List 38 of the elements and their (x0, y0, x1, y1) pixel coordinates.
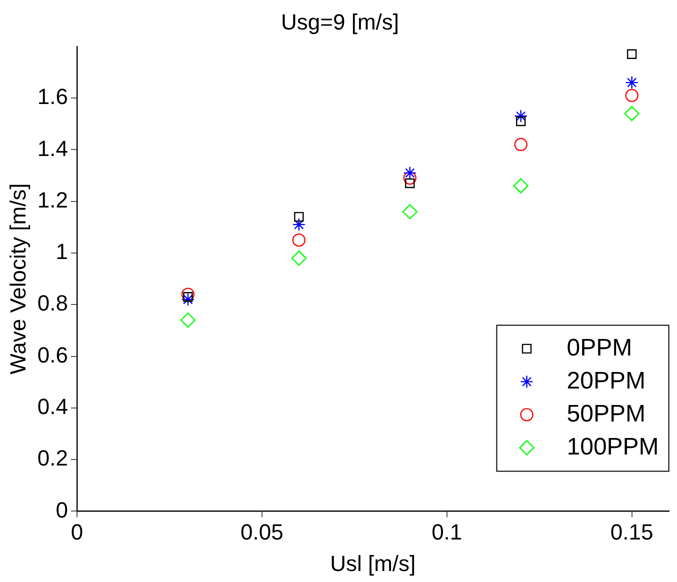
point (402, 204, 418, 220)
legend-label: 0PPM (566, 334, 632, 362)
x-axis-title: Usl [m/s] (330, 550, 416, 576)
y-tick-label: 1.2 (37, 187, 68, 212)
point (403, 166, 416, 180)
y-tick-label: 0 (56, 497, 68, 522)
x-tick-label: 0.05 (240, 519, 284, 544)
point (292, 218, 306, 232)
y-tick-label: 0.4 (37, 394, 68, 419)
chart-title: Usg=9 [m/s] (281, 9, 399, 34)
point (514, 110, 528, 123)
point (180, 312, 196, 328)
point (291, 250, 307, 266)
point (625, 76, 638, 90)
point (294, 212, 304, 222)
point (624, 106, 640, 122)
x-tick-label: 0.1 (432, 519, 462, 544)
y-tick-label: 1.6 (37, 84, 68, 110)
legend-label: 100PPM (566, 433, 659, 460)
y-tick-label: 0.2 (37, 446, 68, 471)
point (181, 292, 195, 306)
point (625, 88, 638, 102)
legend-label: 20PPM (566, 367, 646, 394)
y-tick-label: 1.4 (37, 136, 68, 161)
point (403, 171, 416, 185)
point (405, 178, 415, 188)
y-tick-label: 0.6 (37, 342, 68, 368)
y-tick-label: 0.8 (37, 290, 68, 316)
legend-label: 50PPM (566, 400, 646, 428)
point (292, 233, 306, 247)
point (513, 178, 528, 194)
point (181, 288, 195, 301)
point (516, 116, 526, 126)
y-tick-label: 1 (56, 239, 68, 264)
point (626, 49, 637, 59)
x-tick-label: 0.15 (610, 519, 654, 544)
point (514, 138, 528, 152)
y-axis-title: Wave Velocity [m/s] (5, 183, 30, 374)
